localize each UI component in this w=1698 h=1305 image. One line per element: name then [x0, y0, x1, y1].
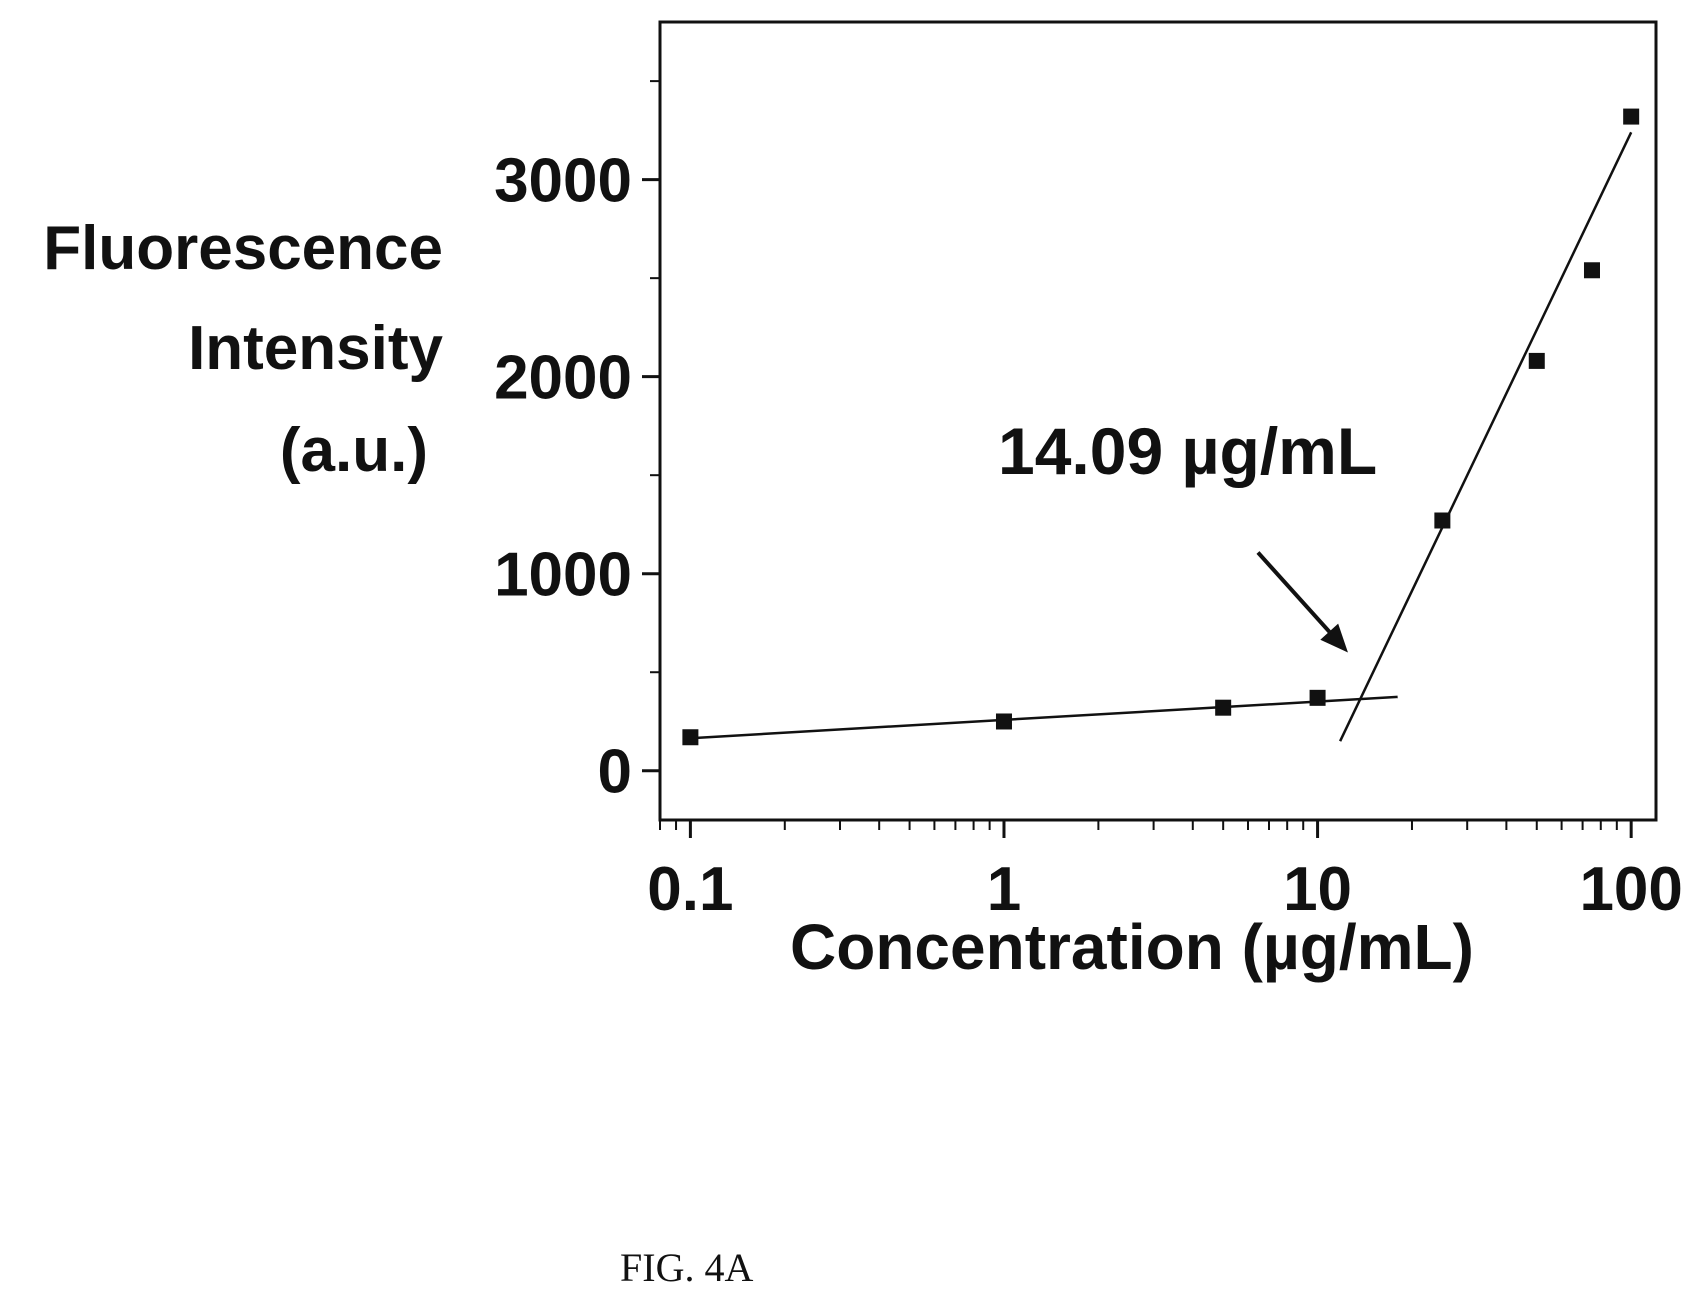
y-tick-label: 3000 — [494, 147, 632, 216]
fit-line — [690, 695, 1398, 740]
data-point — [995, 713, 1012, 730]
x-axis: 0.1 1 10 100 — [647, 820, 1683, 924]
figure-caption: FIG. 4A — [620, 1245, 754, 1290]
x-tick-label: 1 — [987, 855, 1021, 924]
annotation-text: 14.09 µg/mL — [998, 414, 1378, 488]
data-point — [682, 729, 699, 746]
data-point — [1434, 512, 1451, 529]
plot-frame — [658, 20, 1658, 822]
x-tick-label: 0.1 — [647, 855, 733, 924]
data-points — [682, 108, 1640, 746]
fit-line — [1338, 131, 1633, 742]
arrow-shaft — [1256, 551, 1342, 645]
fit-lines — [690, 131, 1633, 742]
data-point — [1583, 262, 1600, 279]
x-tick-label: 100 — [1579, 855, 1682, 924]
y-tick-label: 0 — [598, 738, 632, 807]
data-point — [1528, 352, 1545, 369]
y-axis-label-line-2: Intensity — [188, 314, 443, 383]
data-point — [1215, 699, 1232, 716]
y-axis-label-line-3: (a.u.) — [279, 416, 428, 485]
y-axis-label-line-1: Fluorescence — [43, 214, 443, 283]
x-tick-label: 10 — [1283, 855, 1352, 924]
data-point — [1623, 108, 1640, 125]
y-tick-label: 2000 — [494, 344, 632, 413]
data-point — [1309, 689, 1326, 706]
y-axis: 0 1000 2000 3000 — [494, 80, 660, 807]
x-axis-label: Concentration (µg/mL) — [790, 911, 1474, 983]
y-tick-label: 1000 — [494, 541, 632, 610]
annotation-arrow — [1256, 551, 1348, 653]
arrow-head — [1320, 623, 1348, 653]
